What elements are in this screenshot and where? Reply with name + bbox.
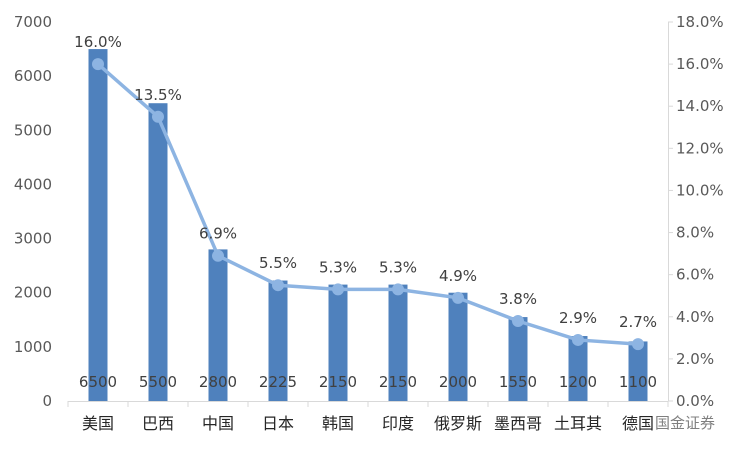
bar-value-label: 2800	[199, 373, 237, 391]
bar-value-label: 2150	[379, 373, 417, 391]
y-tick-label: 1000	[14, 338, 52, 356]
y2-tick-label: 14.0%	[676, 97, 724, 115]
y2-tick-label: 18.0%	[676, 13, 724, 31]
line-layer	[92, 58, 644, 351]
bar-1	[148, 103, 168, 401]
bar-value-label: 1100	[619, 373, 657, 391]
y2-tick-label: 6.0%	[676, 266, 714, 284]
share-label: 4.9%	[439, 267, 477, 285]
share-point-2	[212, 249, 224, 262]
x-tick-label: 美国	[82, 414, 114, 433]
bar-3	[268, 280, 288, 401]
bar-7	[508, 317, 528, 401]
bar-value-label: 1550	[499, 373, 537, 391]
bar-9	[628, 341, 648, 401]
label-layer: 16.0% 13.5% 6.9% 5.5% 5.3% 5.3% 4.9% 3.8% 2.9% 2.…	[74, 33, 657, 391]
y2-tick-label: 12.0%	[676, 139, 724, 157]
y2-tick-label: 0.0%	[676, 392, 714, 410]
x-tick-label: 墨西哥	[494, 414, 542, 433]
share-label: 5.3%	[379, 258, 417, 276]
bar-5	[388, 284, 408, 401]
share-point-3	[272, 279, 284, 292]
share-point-8	[572, 333, 584, 346]
x-tick-label: 俄罗斯	[434, 414, 482, 433]
x-tick-label: 中国	[202, 414, 234, 433]
bar-4	[328, 284, 348, 401]
share-point-4	[332, 283, 344, 296]
y2-tick-label: 8.0%	[676, 224, 714, 242]
share-label: 16.0%	[74, 33, 122, 51]
y-tick-label: 7000	[14, 13, 52, 31]
share-point-9	[632, 338, 644, 351]
share-point-0	[92, 58, 104, 71]
bar-6	[448, 292, 468, 401]
y2-tick-label: 16.0%	[676, 55, 724, 73]
share-label: 3.8%	[499, 290, 537, 308]
y-tick-label: 2000	[14, 284, 52, 302]
x-tick-label: 印度	[382, 414, 414, 433]
bar-value-label: 6500	[79, 373, 117, 391]
share-label: 2.7%	[619, 313, 657, 331]
bar-2	[208, 249, 228, 401]
share-label: 6.9%	[199, 225, 237, 243]
share-label: 13.5%	[134, 86, 182, 104]
share-label: 5.3%	[319, 258, 357, 276]
y2-tick-label: 10.0%	[676, 181, 724, 199]
watermark-text: 国金证券	[655, 414, 715, 432]
share-label: 5.5%	[259, 254, 297, 272]
watermark: 国金证券	[655, 414, 715, 432]
bar-value-label: 2150	[319, 373, 357, 391]
y-tick-label: 0	[42, 392, 52, 410]
x-tick-label: 韩国	[322, 414, 354, 433]
x-tick-label: 土耳其	[554, 414, 602, 433]
x-tick-label: 德国	[622, 414, 654, 433]
bar-8	[568, 336, 588, 401]
bar-layer	[88, 49, 648, 401]
bar-value-label: 2000	[439, 373, 477, 391]
share-point-6	[452, 291, 464, 304]
bar-value-label: 5500	[139, 373, 177, 391]
axes-layer: 0 1000 2000 3000 4000 5000 6000 7000 0.0% 2.0% 4.0…	[14, 13, 724, 433]
x-tick-label: 巴西	[142, 414, 174, 433]
y-tick-label: 4000	[14, 175, 52, 193]
bar-0	[88, 49, 108, 401]
x-tick-label: 日本	[262, 414, 294, 433]
y2-tick-label: 2.0%	[676, 350, 714, 368]
share-label: 2.9%	[559, 309, 597, 327]
bar-value-label: 1200	[559, 373, 597, 391]
share-line	[96, 62, 639, 346]
share-point-5	[392, 283, 404, 296]
share-point-1	[152, 110, 164, 123]
y2-tick-label: 4.0%	[676, 308, 714, 326]
y-tick-label: 3000	[14, 230, 52, 248]
share-point-7	[512, 314, 524, 327]
y-tick-label: 6000	[14, 67, 52, 85]
bar-value-label: 2225	[259, 373, 297, 391]
y-tick-label: 5000	[14, 121, 52, 139]
